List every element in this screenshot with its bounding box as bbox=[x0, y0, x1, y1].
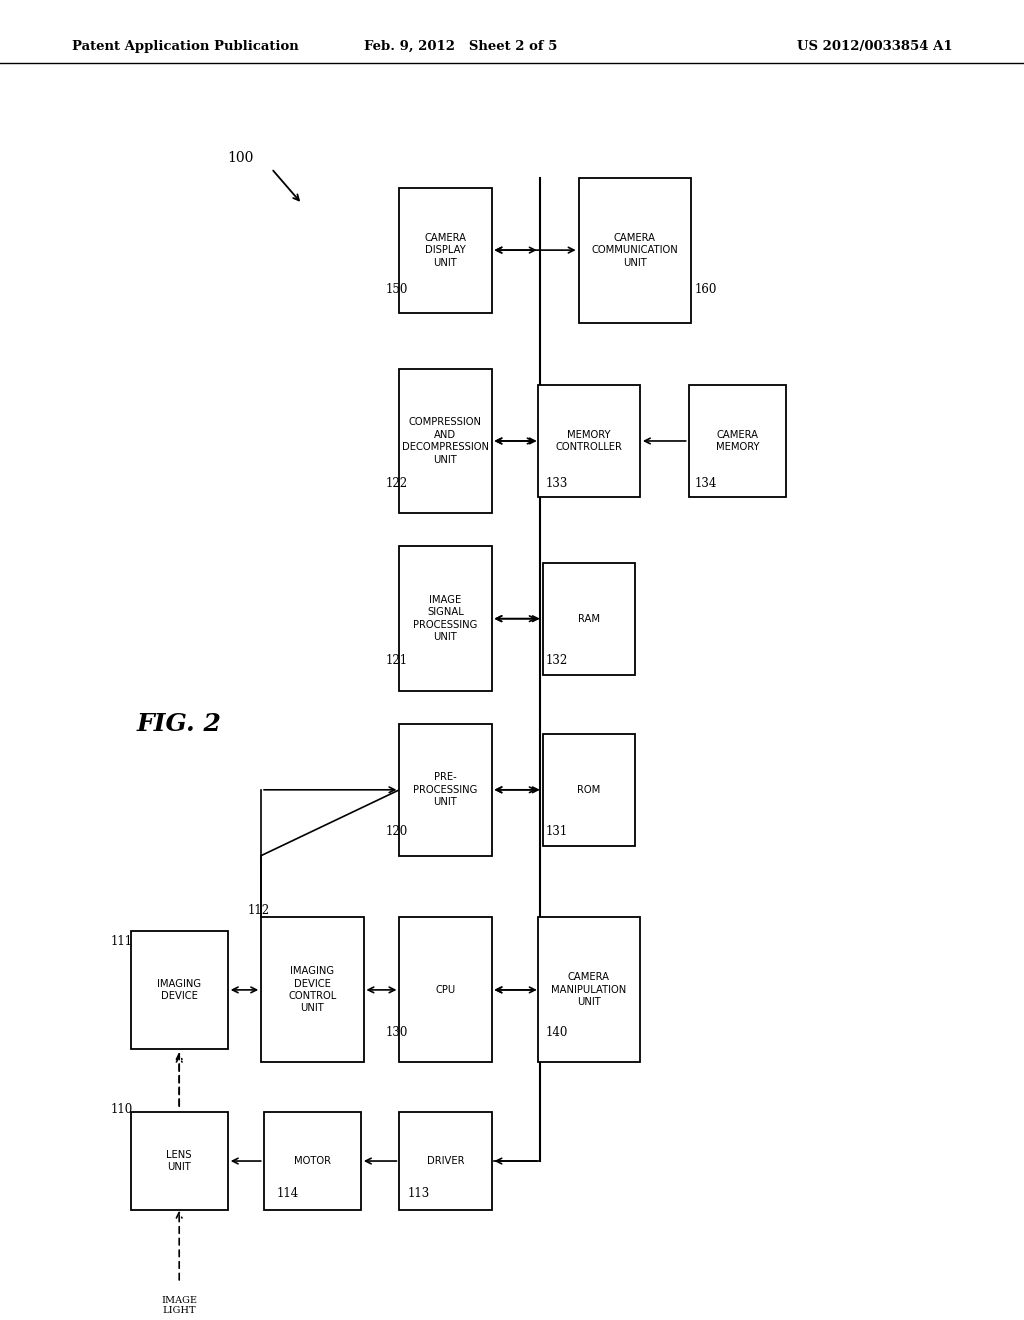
Text: 114: 114 bbox=[276, 1188, 299, 1200]
Text: 113: 113 bbox=[408, 1188, 430, 1200]
Bar bbox=[399, 187, 492, 313]
Bar bbox=[399, 546, 492, 692]
Bar bbox=[579, 178, 691, 322]
Text: 133: 133 bbox=[546, 477, 568, 490]
Text: 160: 160 bbox=[694, 282, 717, 296]
Text: CAMERA
MANIPULATION
UNIT: CAMERA MANIPULATION UNIT bbox=[551, 973, 627, 1007]
Bar bbox=[538, 917, 640, 1063]
Text: RAM: RAM bbox=[578, 614, 600, 623]
Text: Feb. 9, 2012   Sheet 2 of 5: Feb. 9, 2012 Sheet 2 of 5 bbox=[365, 40, 557, 53]
Text: DRIVER: DRIVER bbox=[427, 1156, 464, 1166]
Text: COMPRESSION
AND
DECOMPRESSION
UNIT: COMPRESSION AND DECOMPRESSION UNIT bbox=[402, 417, 488, 465]
Text: 132: 132 bbox=[546, 655, 568, 668]
Text: 131: 131 bbox=[546, 825, 568, 838]
Text: 120: 120 bbox=[385, 825, 408, 838]
Bar bbox=[261, 917, 364, 1063]
Text: MOTOR: MOTOR bbox=[294, 1156, 331, 1166]
Text: IMAGE
SIGNAL
PROCESSING
UNIT: IMAGE SIGNAL PROCESSING UNIT bbox=[414, 595, 477, 643]
Text: 130: 130 bbox=[385, 1026, 408, 1039]
Bar bbox=[131, 1111, 227, 1210]
Text: IMAGE
LIGHT: IMAGE LIGHT bbox=[161, 1296, 198, 1315]
Bar bbox=[399, 723, 492, 855]
Bar bbox=[543, 734, 635, 846]
Text: MEMORY
CONTROLLER: MEMORY CONTROLLER bbox=[555, 430, 623, 453]
Text: FIG. 2: FIG. 2 bbox=[137, 711, 221, 737]
Bar bbox=[538, 385, 640, 496]
Text: CAMERA
MEMORY: CAMERA MEMORY bbox=[716, 430, 759, 453]
Text: 100: 100 bbox=[227, 150, 254, 165]
FancyArrowPatch shape bbox=[273, 170, 299, 201]
Text: 122: 122 bbox=[385, 477, 408, 490]
Bar bbox=[399, 1111, 492, 1210]
Bar bbox=[399, 368, 492, 513]
Text: 111: 111 bbox=[111, 935, 133, 948]
Bar bbox=[264, 1111, 361, 1210]
Bar bbox=[399, 917, 492, 1063]
Text: CAMERA
COMMUNICATION
UNIT: CAMERA COMMUNICATION UNIT bbox=[592, 232, 678, 268]
Text: 140: 140 bbox=[546, 1026, 568, 1039]
Text: CAMERA
DISPLAY
UNIT: CAMERA DISPLAY UNIT bbox=[424, 232, 467, 268]
Bar bbox=[131, 931, 227, 1049]
Text: CPU: CPU bbox=[435, 985, 456, 995]
Text: 112: 112 bbox=[247, 904, 269, 917]
Text: Patent Application Publication: Patent Application Publication bbox=[72, 40, 298, 53]
Text: 150: 150 bbox=[385, 282, 408, 296]
Bar bbox=[543, 562, 635, 675]
Text: 121: 121 bbox=[385, 655, 408, 668]
Text: LENS
UNIT: LENS UNIT bbox=[167, 1150, 191, 1172]
Text: IMAGING
DEVICE: IMAGING DEVICE bbox=[157, 978, 202, 1001]
Text: ROM: ROM bbox=[578, 785, 600, 795]
Text: 134: 134 bbox=[694, 477, 717, 490]
Bar bbox=[688, 385, 786, 496]
Text: 110: 110 bbox=[111, 1104, 133, 1117]
Text: IMAGING
DEVICE
CONTROL
UNIT: IMAGING DEVICE CONTROL UNIT bbox=[288, 966, 337, 1014]
Text: PRE-
PROCESSING
UNIT: PRE- PROCESSING UNIT bbox=[414, 772, 477, 808]
Text: US 2012/0033854 A1: US 2012/0033854 A1 bbox=[797, 40, 952, 53]
